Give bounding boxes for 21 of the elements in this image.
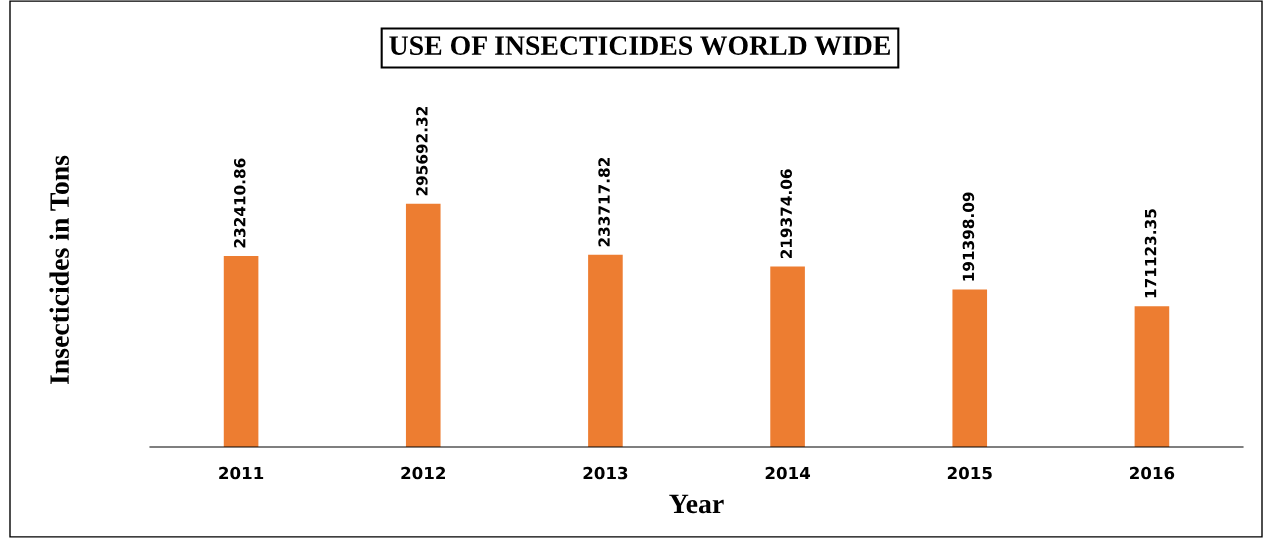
bar bbox=[405, 203, 441, 447]
y-axis-title: Insecticides in Tons bbox=[49, 155, 69, 385]
data-label: 191398.09 bbox=[962, 192, 975, 281]
x-tick-label: 2012 bbox=[401, 466, 445, 480]
bar bbox=[588, 254, 623, 447]
chart-title: USE OF INSECTICIDES WORLD WIDE bbox=[389, 36, 890, 56]
data-label: 219374.06 bbox=[780, 169, 793, 259]
data-label: 232410.86 bbox=[233, 158, 246, 248]
x-axis-title: Year bbox=[669, 494, 724, 514]
x-tick-label: 2013 bbox=[583, 466, 628, 480]
x-tick-label: 2014 bbox=[765, 466, 811, 480]
bar bbox=[223, 255, 259, 447]
data-label: 295692.32 bbox=[416, 107, 428, 196]
data-label: 171123.35 bbox=[1144, 209, 1157, 298]
bar bbox=[770, 266, 805, 447]
bar bbox=[1134, 306, 1170, 447]
data-label: 233717.82 bbox=[598, 158, 610, 247]
x-tick-label: 2016 bbox=[1130, 466, 1175, 480]
x-tick-label: 2011 bbox=[219, 466, 264, 480]
bar bbox=[952, 289, 988, 447]
x-tick-label: 2015 bbox=[947, 466, 992, 480]
